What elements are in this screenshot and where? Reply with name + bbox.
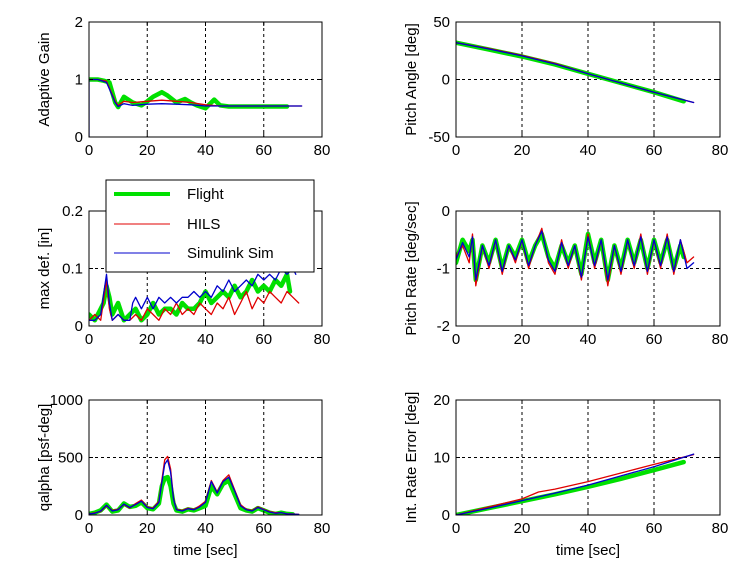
y-tick-label: 0 [442, 72, 450, 89]
y-tick-label: 1 [75, 72, 83, 89]
x-tick-label: 20 [139, 331, 156, 348]
x-tick-label: 60 [646, 142, 663, 159]
x-tick-label: 60 [255, 331, 272, 348]
x-tick-label: 60 [255, 142, 272, 159]
series-group [456, 40, 695, 104]
x-axis-label: time [sec] [556, 542, 620, 559]
y-tick-label: 10 [433, 450, 450, 467]
y-axis-label: qalpha [psf-deg] [36, 404, 53, 512]
y-tick-label: -50 [428, 129, 450, 146]
x-tick-label: 40 [197, 520, 214, 537]
legend-label-hils: HILS [187, 216, 220, 233]
x-tick-label: 20 [139, 142, 156, 159]
x-tick-label: 0 [452, 520, 460, 537]
series-line-hils [456, 453, 695, 515]
x-tick-label: 80 [712, 331, 729, 348]
x-tick-label: 40 [580, 520, 597, 537]
x-tick-label: 20 [514, 520, 531, 537]
subplot-6: 0 20 40 60 80 0 10 20 Int. Rate Error [deg] time … [403, 392, 728, 559]
x-tick-label: 60 [646, 331, 663, 348]
y-tick-label: -2 [437, 318, 450, 335]
y-tick-label: 0 [442, 203, 450, 220]
subplot-4: 0 20 40 60 80 -2 -1 0 Pitch Rate [deg/sec] [403, 201, 728, 348]
series-line-simulink-sim [456, 42, 695, 104]
x-tick-label: 0 [452, 331, 460, 348]
y-tick-label: 1000 [50, 392, 83, 409]
x-tick-label: 80 [712, 520, 729, 537]
series-group [89, 267, 300, 323]
x-tick-label: 60 [255, 520, 272, 537]
x-tick-label: 0 [85, 331, 93, 348]
x-tick-label: 20 [514, 331, 531, 348]
series-group [89, 455, 300, 515]
y-tick-label: 0 [442, 507, 450, 524]
legend: Flight HILS Simulink Sim [105, 179, 315, 273]
x-tick-label: 80 [314, 142, 331, 159]
legend-label-flight: Flight [187, 186, 225, 203]
y-axis-label: max def. [in] [36, 228, 53, 310]
x-tick-label: 80 [314, 331, 331, 348]
y-axis-label: Adaptive Gain [36, 32, 53, 126]
series-line-simulink-sim [89, 78, 303, 137]
y-tick-label: 2 [75, 14, 83, 31]
y-tick-label: 0.2 [62, 203, 83, 220]
x-tick-label: 0 [85, 520, 93, 537]
y-tick-label: 0.1 [62, 261, 83, 278]
legend-label-simulink-sim: Simulink Sim [187, 245, 274, 262]
series-group [456, 227, 695, 287]
x-tick-label: 60 [646, 520, 663, 537]
series-line-simulink-sim [456, 230, 695, 281]
series-group [89, 77, 303, 137]
y-tick-label: 0 [75, 318, 83, 335]
series-line-simulink-sim [89, 459, 300, 515]
y-tick-label: 0 [75, 507, 83, 524]
series-line-simulink-sim [89, 267, 297, 321]
series-line-flight [89, 272, 293, 323]
y-tick-label: 500 [58, 450, 83, 467]
x-tick-label: 40 [580, 331, 597, 348]
y-axis-label: Pitch Angle [deg] [403, 23, 420, 136]
y-tick-label: 0 [75, 129, 83, 146]
x-tick-label: 40 [580, 142, 597, 159]
y-tick-label: 50 [433, 14, 450, 31]
x-axis-label: time [sec] [173, 542, 237, 559]
x-tick-label: 80 [712, 142, 729, 159]
x-tick-label: 0 [452, 142, 460, 159]
x-tick-label: 20 [139, 520, 156, 537]
y-axis-label: Int. Rate Error [deg] [403, 392, 420, 524]
series-group [456, 453, 695, 515]
x-tick-label: 0 [85, 142, 93, 159]
x-tick-label: 40 [197, 142, 214, 159]
series-line-simulink-sim [456, 453, 695, 515]
y-tick-label: -1 [437, 261, 450, 278]
y-axis-label: Pitch Rate [deg/sec] [403, 201, 420, 335]
x-tick-label: 40 [197, 331, 214, 348]
y-tick-label: 20 [433, 392, 450, 409]
x-tick-label: 80 [314, 520, 331, 537]
x-tick-label: 20 [514, 142, 531, 159]
subplot-1: 0 20 40 60 80 0 1 2 Adaptive Gain [36, 14, 330, 159]
